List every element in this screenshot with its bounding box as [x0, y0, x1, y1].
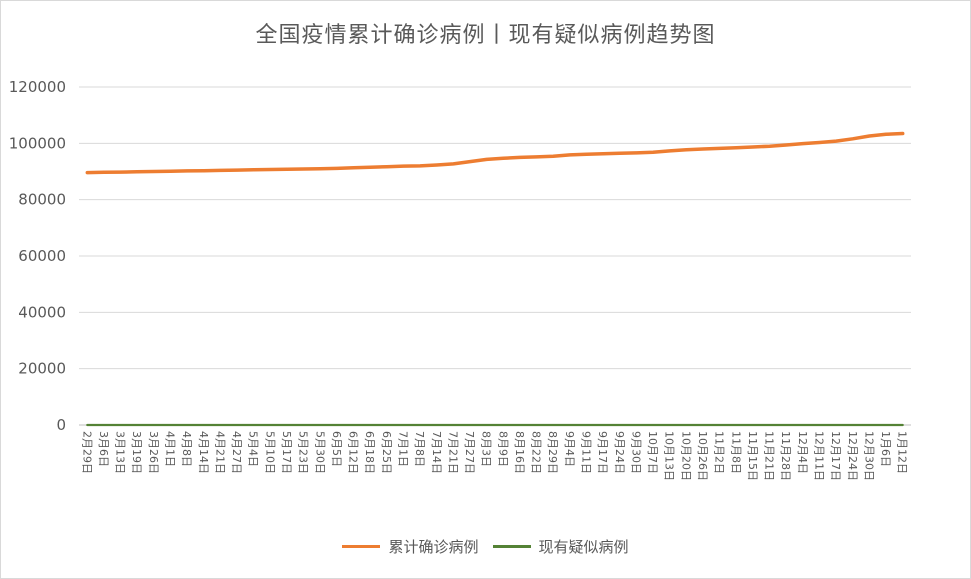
x-tick-label: 8月3日 [480, 431, 493, 467]
x-tick-label: 1月12日 [896, 431, 909, 474]
x-tick-label: 10月13日 [663, 431, 676, 481]
x-tick-label: 10月26日 [696, 431, 709, 481]
x-tick-label: 7月27日 [463, 431, 476, 474]
x-tick-label: 9月4日 [563, 431, 576, 467]
x-tick-label: 6月18日 [363, 431, 376, 474]
x-tick-label: 7月8日 [413, 431, 426, 467]
x-tick-label: 4月14日 [197, 431, 210, 474]
x-tick-label: 12月24日 [846, 431, 859, 481]
x-tick-label: 12月30日 [862, 431, 875, 481]
x-tick-label: 4月1日 [164, 431, 177, 467]
x-tick-label: 7月1日 [396, 431, 409, 467]
series-line-0 [85, 131, 905, 175]
chart-title: 全国疫情累计确诊病例丨现有疑似病例趋势图 [255, 23, 716, 48]
x-tick-label: 9月17日 [596, 431, 609, 474]
x-tick-label: 11月2日 [713, 431, 726, 474]
x-tick-label: 3月6日 [97, 431, 110, 467]
legend-label-confirmed: 累计确诊病例 [388, 538, 479, 556]
x-tick-label: 5月30日 [313, 431, 326, 474]
x-tick-label: 9月24日 [613, 431, 626, 474]
x-tick-label: 11月8日 [729, 431, 742, 474]
x-tick-label: 10月7日 [646, 431, 659, 474]
x-tick-label: 3月26日 [147, 431, 160, 474]
x-tick-label: 6月25日 [380, 431, 393, 474]
x-tick-label: 5月17日 [280, 431, 293, 474]
x-tick-label: 7月14日 [430, 431, 443, 474]
legend-swatch-suspected [492, 545, 531, 548]
legend-label-suspected: 现有疑似病例 [538, 538, 629, 556]
x-tick-label: 6月5日 [330, 431, 343, 467]
legend-item-confirmed: 累计确诊病例 [342, 536, 479, 557]
legend: 累计确诊病例 现有疑似病例 [1, 536, 970, 557]
x-tick-label: 9月30日 [629, 431, 642, 474]
x-tick-label: 8月9日 [496, 431, 509, 467]
legend-swatch-confirmed [342, 545, 381, 548]
x-tick-label: 3月19日 [130, 431, 143, 474]
x-tick-label: 3月13日 [114, 431, 127, 474]
x-tick-label: 8月16日 [513, 431, 526, 474]
x-tick-label: 10月20日 [679, 431, 692, 481]
y-tick-label: 0 [56, 416, 66, 434]
x-tick-label: 4月8日 [180, 431, 193, 467]
x-tick-label: 4月27日 [230, 431, 243, 474]
y-tick-label: 40000 [18, 303, 66, 321]
x-tick-label: 12月4日 [796, 431, 809, 474]
x-tick-label: 5月23日 [297, 431, 310, 474]
x-tick-label: 1月6日 [879, 431, 892, 467]
x-tick-label: 11月15日 [746, 431, 759, 481]
x-tick-label: 2月29日 [80, 431, 93, 474]
y-tick-label: 120000 [9, 78, 66, 96]
x-tick-label: 8月22日 [530, 431, 543, 474]
x-tick-label: 9月11日 [580, 431, 593, 474]
x-tick-label: 5月10日 [263, 431, 276, 474]
x-tick-label: 8月29日 [546, 431, 559, 474]
x-tick-label: 11月21日 [763, 431, 776, 481]
legend-item-suspected: 现有疑似病例 [492, 536, 629, 557]
x-tick-label: 7月21日 [446, 431, 459, 474]
x-tick-label: 5月4日 [247, 431, 260, 467]
x-tick-label: 12月11日 [812, 431, 825, 481]
y-tick-label: 20000 [18, 360, 66, 378]
y-tick-label: 100000 [9, 134, 66, 152]
x-tick-label: 11月28日 [779, 431, 792, 481]
x-tick-label: 12月17日 [829, 431, 842, 481]
y-tick-label: 60000 [18, 247, 66, 265]
y-tick-label: 80000 [18, 191, 66, 209]
x-tick-label: 6月12日 [347, 431, 360, 474]
x-tick-label: 4月21日 [213, 431, 226, 474]
